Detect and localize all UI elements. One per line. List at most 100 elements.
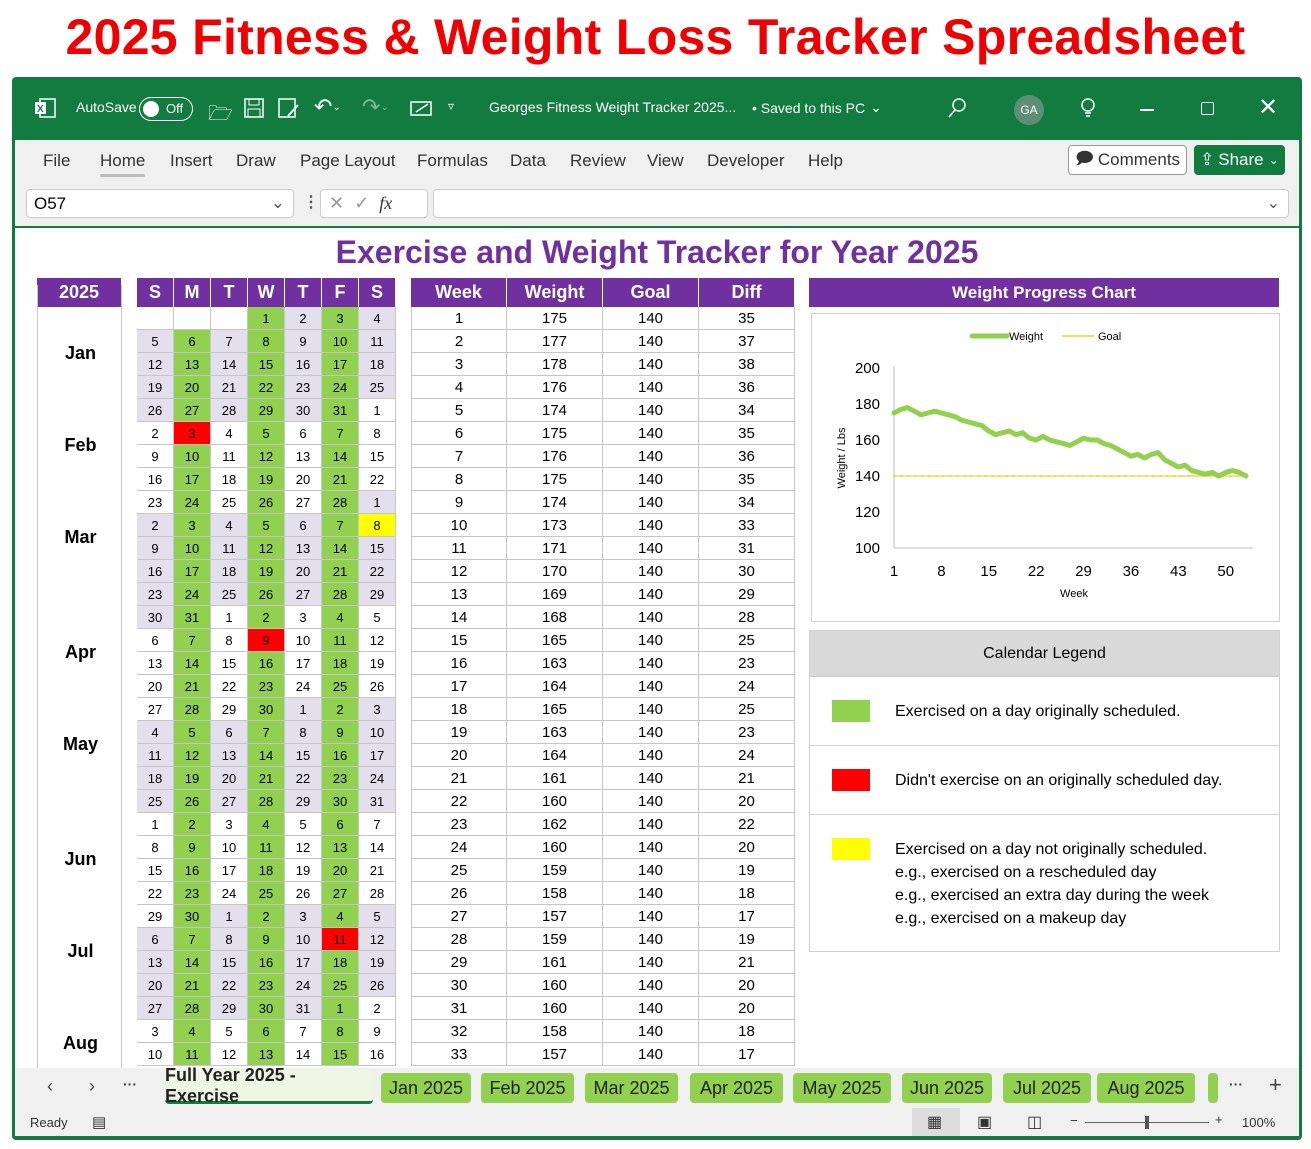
table-cell[interactable]: 140 <box>603 491 699 514</box>
calendar-day[interactable]: 2 <box>248 606 285 629</box>
calendar-day[interactable]: 14 <box>248 744 285 767</box>
table-cell[interactable]: 140 <box>603 905 699 928</box>
table-cell[interactable]: 170 <box>507 560 603 583</box>
calendar-day[interactable]: 27 <box>174 399 211 422</box>
calendar-day[interactable]: 6 <box>248 1020 285 1043</box>
table-cell[interactable]: 8 <box>411 468 507 491</box>
calendar-day[interactable]: 17 <box>174 560 211 583</box>
calendar-day[interactable]: 16 <box>137 560 174 583</box>
calendar-day[interactable]: 16 <box>359 1043 396 1066</box>
sheet-tab[interactable]: Feb 2025 <box>481 1073 574 1103</box>
calendar-day[interactable]: 2 <box>137 422 174 445</box>
table-cell[interactable]: 140 <box>603 307 699 330</box>
table-cell[interactable]: 23 <box>699 721 795 744</box>
table-cell[interactable]: 36 <box>699 445 795 468</box>
calendar-day[interactable]: 12 <box>359 629 396 652</box>
table-cell[interactable]: 18 <box>411 698 507 721</box>
calendar-day[interactable]: 20 <box>285 560 322 583</box>
calendar-day[interactable]: 21 <box>174 675 211 698</box>
zoom-slider-thumb[interactable] <box>1145 1116 1149 1129</box>
table-cell[interactable]: 33 <box>411 1043 507 1066</box>
table-cell[interactable]: 140 <box>603 1043 699 1066</box>
calendar-day[interactable]: 21 <box>211 376 248 399</box>
calendar-day[interactable]: 21 <box>359 859 396 882</box>
calendar-day[interactable]: 29 <box>211 997 248 1020</box>
calendar-day[interactable]: 14 <box>174 652 211 675</box>
calendar-day[interactable]: 25 <box>322 675 359 698</box>
table-cell[interactable]: 140 <box>603 951 699 974</box>
calendar-day[interactable]: 13 <box>285 537 322 560</box>
calendar-day[interactable]: 1 <box>248 307 285 330</box>
calendar-day[interactable]: 7 <box>248 721 285 744</box>
calendar-day[interactable]: 30 <box>248 698 285 721</box>
calendar-day[interactable]: 12 <box>285 836 322 859</box>
calendar-day[interactable]: 12 <box>174 744 211 767</box>
table-cell[interactable]: 6 <box>411 422 507 445</box>
table-cell[interactable]: 30 <box>699 560 795 583</box>
calendar-day[interactable]: 6 <box>137 928 174 951</box>
calendar-day[interactable]: 19 <box>137 376 174 399</box>
table-cell[interactable]: 19 <box>699 928 795 951</box>
calendar-day[interactable]: 2 <box>285 307 322 330</box>
sheet-tab-partial[interactable] <box>1208 1073 1218 1103</box>
more-sheets-icon[interactable]: ··· <box>123 1076 137 1092</box>
calendar-day[interactable]: 11 <box>359 330 396 353</box>
calendar-day[interactable]: 7 <box>211 330 248 353</box>
calendar-day[interactable]: 21 <box>322 468 359 491</box>
calendar-day[interactable]: 2 <box>322 698 359 721</box>
calendar-day[interactable]: 8 <box>322 1020 359 1043</box>
calendar-day[interactable]: 9 <box>137 537 174 560</box>
table-cell[interactable]: 140 <box>603 629 699 652</box>
calendar-day[interactable]: 25 <box>322 974 359 997</box>
calendar-day[interactable]: 20 <box>174 376 211 399</box>
table-cell[interactable]: 20 <box>699 790 795 813</box>
tab-insert[interactable]: Insert <box>170 151 213 170</box>
table-cell[interactable]: 3 <box>411 353 507 376</box>
calendar-day[interactable]: 27 <box>137 698 174 721</box>
calendar-day[interactable]: 17 <box>322 353 359 376</box>
table-cell[interactable]: 5 <box>411 399 507 422</box>
calendar-day[interactable]: 12 <box>248 537 285 560</box>
table-cell[interactable]: 140 <box>603 445 699 468</box>
calendar-day[interactable]: 28 <box>322 491 359 514</box>
insert-function-button[interactable]: fx <box>379 193 393 213</box>
save-as-icon[interactable] <box>278 98 300 118</box>
calendar-day[interactable]: 3 <box>359 698 396 721</box>
name-box[interactable]: O57 ⌄ <box>26 189 294 218</box>
calendar-day[interactable]: 1 <box>359 399 396 422</box>
tab-page-layout[interactable]: Page Layout <box>300 151 396 170</box>
table-cell[interactable]: 158 <box>507 882 603 905</box>
calendar-day[interactable]: 11 <box>211 537 248 560</box>
table-cell[interactable]: 175 <box>507 307 603 330</box>
table-cell[interactable]: 25 <box>699 629 795 652</box>
calendar-day[interactable]: 1 <box>322 997 359 1020</box>
calendar-day[interactable]: 7 <box>174 629 211 652</box>
table-cell[interactable]: 140 <box>603 813 699 836</box>
calendar-day[interactable]: 23 <box>174 882 211 905</box>
calendar-day[interactable]: 12 <box>137 353 174 376</box>
table-cell[interactable]: 159 <box>507 928 603 951</box>
table-cell[interactable]: 175 <box>507 422 603 445</box>
calendar-day[interactable]: 26 <box>174 790 211 813</box>
table-cell[interactable]: 27 <box>411 905 507 928</box>
table-cell[interactable]: 11 <box>411 537 507 560</box>
calendar-day[interactable]: 12 <box>211 1043 248 1066</box>
calendar-day[interactable]: 22 <box>137 882 174 905</box>
table-cell[interactable]: 30 <box>411 974 507 997</box>
calendar-day[interactable]: 10 <box>174 537 211 560</box>
table-cell[interactable]: 23 <box>699 652 795 675</box>
calendar-day[interactable]: 3 <box>322 307 359 330</box>
sheet-tab[interactable]: Jul 2025 <box>1003 1073 1091 1103</box>
tab-developer[interactable]: Developer <box>707 151 785 170</box>
table-cell[interactable]: 140 <box>603 675 699 698</box>
add-sheet-icon[interactable]: + <box>1269 1072 1282 1097</box>
table-cell[interactable]: 158 <box>507 1020 603 1043</box>
zoom-slider[interactable] <box>1085 1116 1209 1129</box>
table-cell[interactable]: 160 <box>507 790 603 813</box>
calendar-day[interactable]: 13 <box>137 652 174 675</box>
table-cell[interactable]: 140 <box>603 836 699 859</box>
formula-input[interactable]: ⌄ <box>433 189 1289 218</box>
table-cell[interactable]: 4 <box>411 376 507 399</box>
open-icon[interactable]: 🗁 <box>208 103 233 125</box>
calendar-day[interactable]: 17 <box>285 951 322 974</box>
